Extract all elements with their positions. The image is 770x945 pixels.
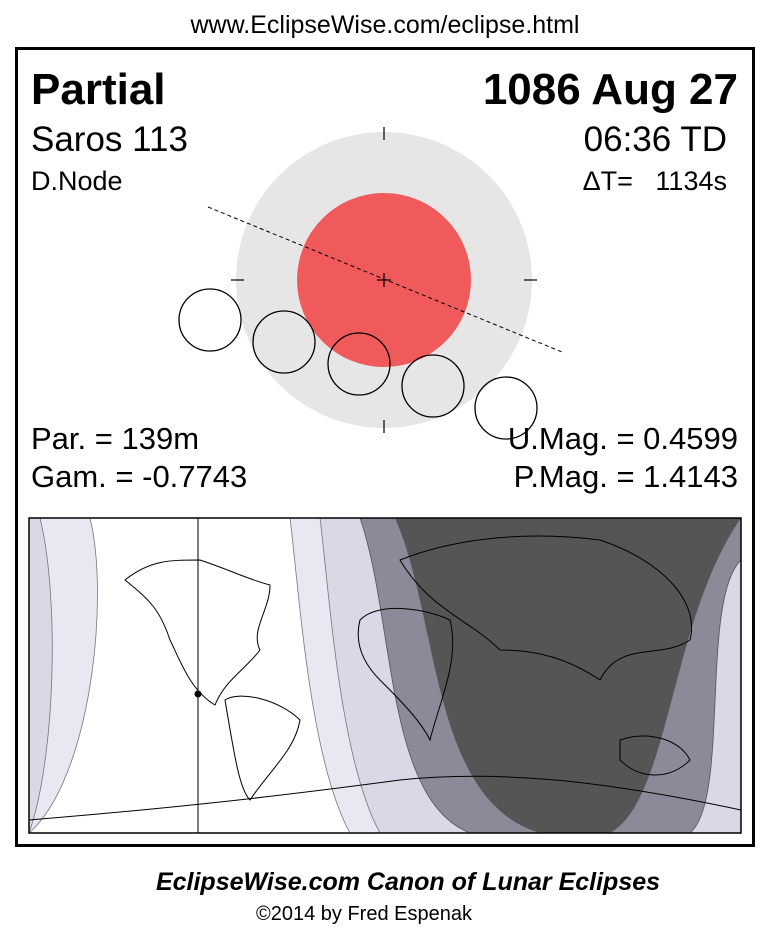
axis-ticks bbox=[231, 127, 537, 433]
eclipse-type: Partial bbox=[31, 65, 166, 114]
moon-position bbox=[327, 332, 391, 396]
penumbral-magnitude: P.Mag. = 1.4143 bbox=[514, 459, 738, 494]
visibility-map bbox=[28, 517, 742, 834]
eclipse-date: 1086 Aug 27 bbox=[483, 65, 738, 114]
moon-position bbox=[474, 376, 538, 440]
eclipse-time: 06:36 TD bbox=[584, 120, 727, 159]
no-eclipse-zone bbox=[29, 518, 351, 833]
saros: Saros 113 bbox=[31, 120, 188, 159]
umbral-zone bbox=[395, 518, 741, 833]
footer-title: EclipseWise.com Canon of Lunar Eclipses bbox=[156, 868, 660, 896]
header-url: www.EclipseWise.com/eclipse.html bbox=[190, 11, 580, 39]
greatest-eclipse-point bbox=[194, 690, 202, 698]
coastlines bbox=[29, 535, 741, 821]
delta-t: ΔT= 1134s bbox=[583, 166, 727, 196]
footer-copyright: ©2014 by Fred Espenak bbox=[256, 903, 473, 925]
gamma: Gam. = -0.7743 bbox=[31, 459, 247, 494]
moon-position bbox=[252, 310, 316, 374]
partial-duration: Par. = 139m bbox=[31, 421, 199, 456]
moon-position bbox=[178, 288, 242, 352]
shadow-diagram bbox=[178, 127, 563, 440]
umbral-magnitude: U.Mag. = 0.4599 bbox=[508, 421, 738, 456]
moon-position bbox=[401, 354, 465, 418]
node: D.Node bbox=[31, 166, 123, 196]
